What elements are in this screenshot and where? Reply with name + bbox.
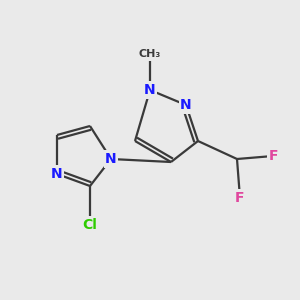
Text: Cl: Cl [82, 218, 98, 232]
Text: N: N [180, 98, 192, 112]
Text: N: N [51, 167, 63, 181]
Text: N: N [144, 83, 156, 97]
Text: F: F [268, 149, 278, 163]
Text: F: F [235, 191, 245, 205]
Text: N: N [105, 152, 117, 166]
Text: CH₃: CH₃ [139, 49, 161, 59]
